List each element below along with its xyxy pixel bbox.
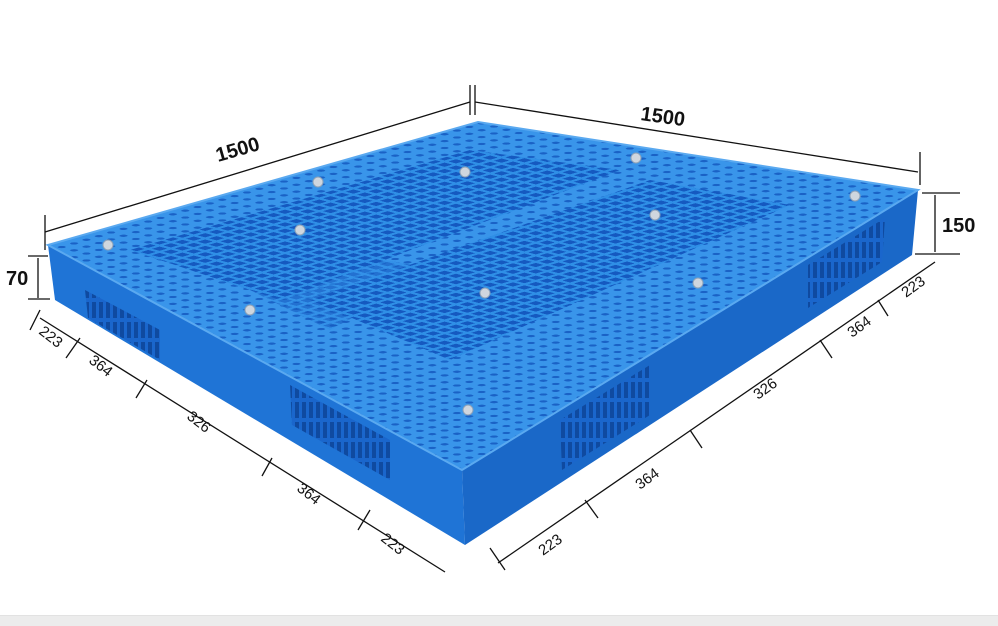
dimension-height-total: 150: [942, 215, 975, 237]
dimension-height-entry: 70: [6, 268, 28, 290]
dimension-right-2: 364: [632, 465, 662, 493]
dimension-left-1: 223: [36, 323, 66, 352]
dimension-right-4: 364: [844, 313, 874, 341]
pallet-left-side: [48, 245, 465, 545]
dimension-left-3: 326: [184, 408, 214, 437]
dimension-right-1: 223: [535, 531, 565, 559]
dimension-lines: [28, 85, 960, 573]
fork-opening: [85, 290, 160, 360]
deck-grid: [310, 180, 790, 360]
dimension-length-right: 1500: [639, 103, 686, 131]
bottom-bar: [0, 615, 998, 626]
fork-opening: [808, 218, 885, 308]
dimension-left-2: 364: [86, 352, 116, 381]
dimension-right-5: 223: [898, 273, 928, 301]
dimension-length-left: 1500: [213, 133, 262, 166]
fork-opening: [290, 385, 390, 480]
deck-grid: [230, 250, 440, 330]
dimension-right-3: 326: [750, 375, 780, 403]
fork-opening: [560, 365, 650, 470]
deck-grid: [130, 150, 620, 300]
dimension-left-5: 223: [378, 530, 408, 559]
dimension-left-4: 364: [294, 480, 324, 509]
